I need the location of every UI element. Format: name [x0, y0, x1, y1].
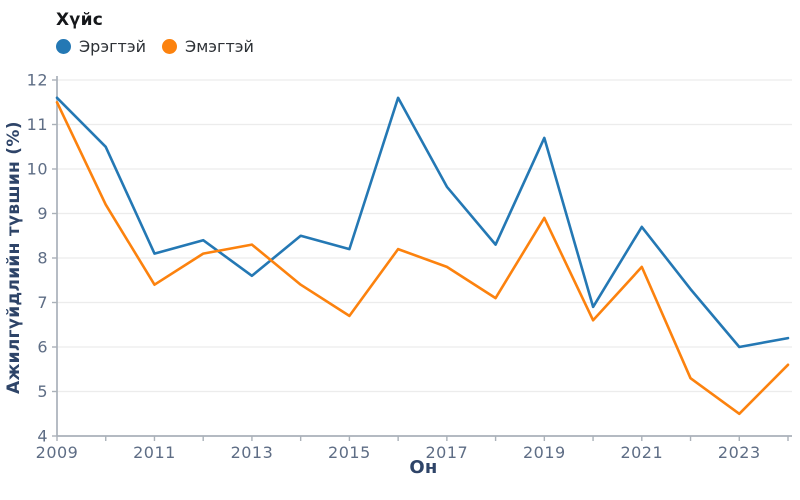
x-tick-label: 2021: [620, 443, 663, 462]
y-tick-label: 9: [37, 204, 48, 223]
x-tick-label: 2015: [328, 443, 371, 462]
x-tick-label: 2019: [523, 443, 566, 462]
y-tick-label: 6: [37, 338, 48, 357]
x-tick-label: 2023: [718, 443, 761, 462]
y-tick-label: 12: [27, 71, 48, 90]
legend-title: Хүйс: [56, 10, 103, 30]
y-axis-title: Ажилгүйдлийн түвшин (%): [4, 121, 24, 395]
x-tick-label: 2009: [36, 443, 79, 462]
legend-item-female[interactable]: Эмэгтэй: [162, 37, 254, 56]
x-tick-label: 2013: [231, 443, 274, 462]
y-tick-label: 5: [37, 382, 48, 401]
y-tick-label: 10: [27, 160, 48, 179]
legend-item-male[interactable]: Эрэгтэй: [56, 37, 146, 56]
x-tick-label: 2017: [426, 443, 469, 462]
y-tick-label: 7: [37, 293, 48, 312]
y-tick-label: 8: [37, 249, 48, 268]
x-axis-title: Он: [409, 457, 438, 478]
male-series-line[interactable]: [55, 96, 790, 349]
male-series-dot-icon: [56, 39, 71, 54]
y-tick-label: 4: [37, 427, 48, 446]
female-series-line[interactable]: [55, 101, 790, 416]
legend: Хүйс Эрэгтэй Эмэгтэй: [56, 10, 254, 56]
legend-items: Эрэгтэй Эмэгтэй: [56, 37, 254, 56]
female-series-dot-icon: [162, 39, 178, 54]
legend-item-female-label: Эмэгтэй: [185, 37, 254, 56]
legend-item-male-label: Эрэгтэй: [79, 37, 147, 56]
x-tick-label: 2011: [133, 443, 176, 462]
y-tick-label: 11: [27, 115, 48, 134]
